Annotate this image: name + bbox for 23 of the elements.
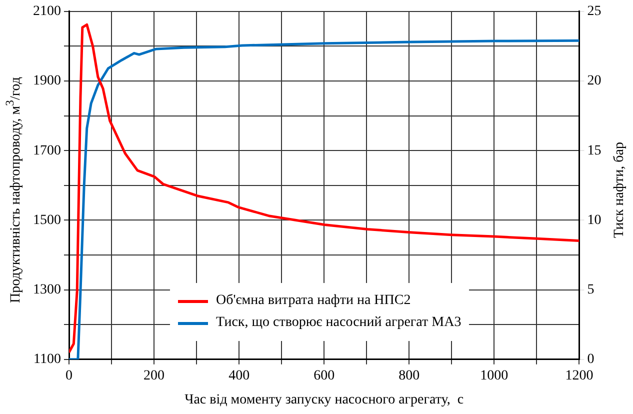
x-tick-label: 1000 <box>480 368 508 384</box>
y2-tick-label: 5 <box>587 282 594 298</box>
y-tick-label: 1300 <box>33 282 61 298</box>
x-tick-label: 400 <box>228 368 250 384</box>
x-tick-label: 200 <box>144 368 165 384</box>
x-tick-label: 600 <box>314 368 335 384</box>
y2-tick-label: 20 <box>587 74 602 89</box>
y-tick-label: 1900 <box>33 74 61 89</box>
y-tick-label: 2100 <box>33 4 61 20</box>
y2-tick-label: 0 <box>587 352 594 368</box>
legend-label: Об'ємна витрата нафти на НПС2 <box>216 293 411 309</box>
legend-label: Тиск, що створює насосний агрегат МА3 <box>216 315 462 331</box>
x-tick-label: 1200 <box>565 368 594 384</box>
y-tick-label: 1700 <box>33 143 61 158</box>
x-tick-label: 800 <box>398 368 420 384</box>
y-tick-label: 1100 <box>34 352 61 368</box>
x-tick-label: 0 <box>66 368 72 384</box>
y2-tick-label: 15 <box>587 143 602 158</box>
y2-tick-label: 25 <box>587 4 602 20</box>
y-tick-label: 1500 <box>33 212 61 228</box>
y2-axis-title: Тиск нафти, бар <box>612 142 628 238</box>
y2-tick-label: 10 <box>587 212 602 228</box>
x-axis-title: Час від моменту запуску насосного агрегату, с <box>184 392 464 408</box>
